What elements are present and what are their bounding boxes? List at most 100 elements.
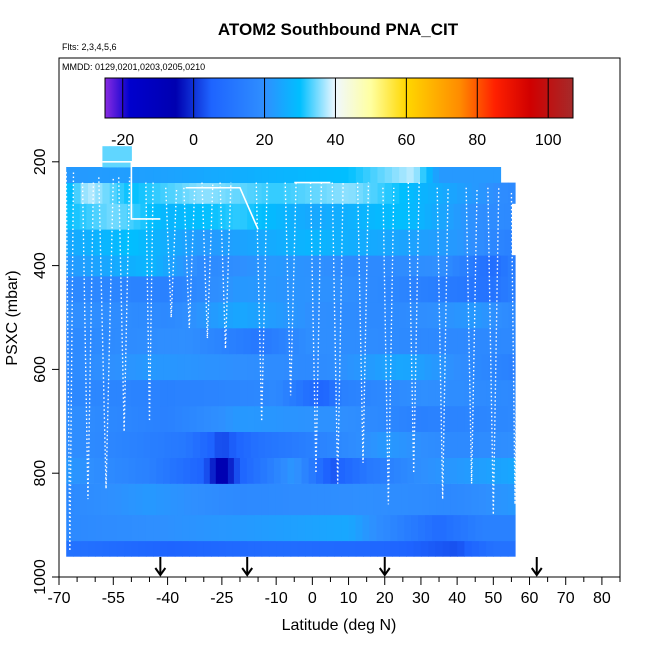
heat-cell	[215, 457, 223, 484]
heat-cell	[157, 431, 166, 458]
heat-cell	[182, 514, 190, 542]
heat-cell	[243, 431, 252, 458]
heat-cell	[191, 353, 199, 381]
heat-cell	[174, 182, 183, 204]
heat-cell	[405, 301, 414, 329]
heat-cell	[475, 301, 483, 329]
heat-cell	[428, 540, 436, 557]
heat-cell	[80, 431, 88, 458]
x-tick-label: 50	[484, 590, 502, 607]
heat-cell	[261, 203, 270, 230]
heat-cell	[355, 276, 364, 303]
heat-cell	[101, 327, 109, 355]
heat-cell	[442, 540, 451, 557]
flights-note: Flts: 2,3,4,5,6	[62, 42, 117, 52]
heat-cell	[297, 276, 306, 303]
heat-cell	[298, 431, 307, 458]
heat-cell	[73, 255, 81, 277]
heatmap-cells	[66, 146, 516, 557]
heat-cell	[128, 457, 137, 484]
heat-cell	[138, 540, 147, 557]
heat-cell	[131, 514, 140, 542]
heat-cell	[102, 540, 111, 557]
heat-cell	[507, 405, 516, 432]
heat-cell	[478, 276, 487, 303]
heat-cell	[402, 203, 411, 230]
heat-cell	[149, 353, 158, 381]
heat-cell	[457, 379, 465, 407]
heat-cell	[196, 167, 205, 183]
heat-cell	[287, 457, 295, 484]
heat-cell	[341, 167, 350, 183]
heat-cell	[211, 514, 219, 542]
heat-cell	[138, 405, 147, 432]
heat-cell	[95, 167, 103, 183]
heat-cell	[289, 483, 297, 516]
heat-cell	[319, 167, 328, 183]
heat-cell	[297, 229, 306, 256]
heat-cell	[387, 457, 395, 484]
heat-cell	[392, 540, 400, 557]
heat-cell	[247, 276, 255, 303]
heat-cell	[486, 457, 494, 484]
heat-cell	[66, 276, 74, 303]
heat-cell	[390, 514, 398, 542]
heat-cell	[354, 353, 362, 381]
heat-cell	[268, 276, 277, 303]
heat-cell	[402, 353, 411, 381]
heat-cell	[347, 203, 355, 230]
heat-cell	[334, 182, 342, 204]
heat-cell	[352, 457, 360, 484]
heat-cell	[377, 182, 386, 204]
heat-cell	[145, 182, 154, 204]
heat-cell	[363, 379, 371, 407]
flight-arrow-head	[378, 567, 391, 577]
heat-cell	[488, 301, 496, 329]
heat-cell	[109, 514, 118, 542]
heat-cell	[113, 203, 121, 230]
heat-cell	[348, 327, 357, 355]
heat-cell	[380, 483, 389, 516]
heat-cell	[87, 457, 95, 484]
heat-cell	[203, 182, 212, 204]
heat-cell	[156, 483, 164, 516]
heat-cell	[73, 540, 82, 557]
heat-cell	[211, 182, 219, 204]
heat-cell	[305, 182, 313, 204]
heat-cell	[209, 457, 217, 484]
heat-cell	[290, 353, 299, 381]
colorbar-tick-label: -20	[111, 132, 134, 149]
heat-cell	[160, 514, 169, 542]
heat-cell	[429, 483, 437, 516]
heat-cell	[183, 255, 191, 277]
heat-cell	[363, 182, 371, 204]
heat-cell	[116, 146, 125, 168]
heat-cell	[290, 167, 299, 183]
heat-cell	[450, 483, 458, 516]
heat-cell	[232, 540, 241, 557]
heat-cell	[95, 514, 103, 542]
heat-cell	[435, 405, 444, 432]
heat-cell	[298, 327, 307, 355]
heat-cell	[196, 203, 205, 230]
flight-arrow-head	[241, 567, 254, 577]
heat-cell	[278, 431, 286, 458]
heat-cell	[435, 182, 444, 204]
heat-cell	[247, 483, 255, 516]
heat-cell	[334, 540, 342, 557]
heat-cell	[163, 353, 171, 381]
heat-cell	[334, 514, 342, 542]
heat-cell	[341, 301, 350, 329]
heat-cell	[338, 483, 347, 516]
heat-cell	[461, 301, 469, 329]
heat-cell	[446, 353, 455, 381]
heat-cell	[80, 229, 89, 256]
heat-cell	[171, 327, 180, 355]
heat-cell	[297, 203, 306, 230]
heat-cell	[319, 229, 328, 256]
heat-cell	[335, 379, 342, 407]
heat-cell	[203, 255, 212, 277]
heat-cell	[370, 405, 379, 432]
heat-cell	[189, 514, 198, 542]
heat-cell	[312, 514, 321, 542]
